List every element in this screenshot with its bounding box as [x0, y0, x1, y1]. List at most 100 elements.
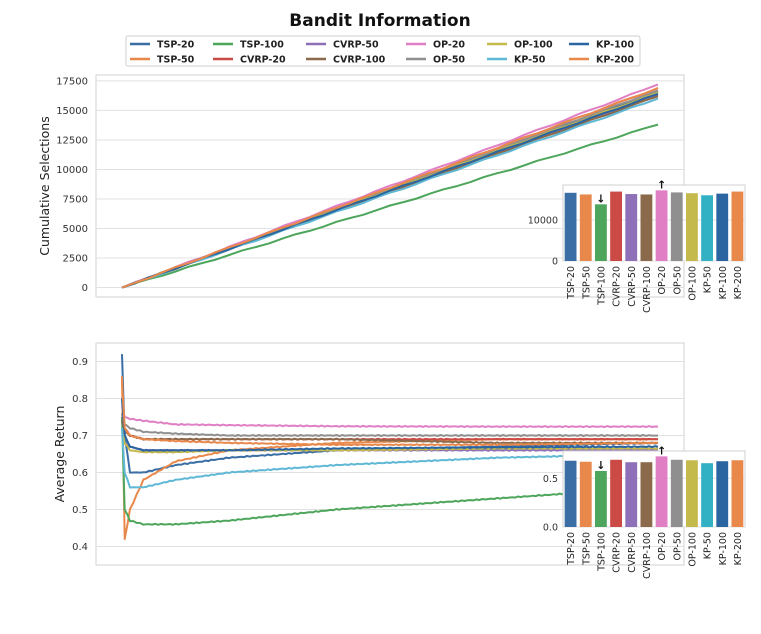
y-tick-label: 5000 — [63, 224, 88, 235]
x-tick-label-op-100: OP-100 — [687, 532, 698, 567]
figure-title: Bandit Information — [289, 11, 470, 31]
legend-frame — [125, 35, 641, 67]
y-tick-label: 10000 — [56, 165, 88, 176]
bar-tsp-50 — [579, 461, 592, 527]
bar-cvrp-100 — [640, 462, 653, 527]
x-tick-label-op-100: OP-100 — [687, 266, 698, 301]
bar-kp-50 — [701, 195, 713, 261]
annotation-up-arrow-icon: ↑ — [657, 444, 666, 457]
series-line-kp-200 — [121, 379, 659, 447]
bar-tsp-20 — [564, 460, 577, 527]
legend-label-kp-100: KP-100 — [596, 40, 634, 51]
legend-label-tsp-50: TSP-50 — [157, 55, 195, 66]
x-tick-label-kp-50: KP-50 — [703, 266, 714, 293]
x-tick-label-tsp-50: TSP-50 — [581, 532, 592, 566]
legend-label-cvrp-50: CVRP-50 — [333, 40, 379, 51]
x-tick-label-kp-200: KP-200 — [733, 532, 744, 565]
x-tick-label-cvrp-100: CVRP-100 — [642, 266, 653, 313]
legend-label-tsp-20: TSP-20 — [157, 40, 195, 51]
legend-label-cvrp-20: CVRP-20 — [240, 55, 286, 66]
bar-kp-100 — [716, 461, 729, 527]
x-tick-label-kp-100: KP-100 — [718, 266, 729, 299]
x-tick-label-tsp-100: TSP-100 — [596, 532, 607, 572]
bar-cvrp-20 — [610, 459, 622, 527]
y-tick-label: 17500 — [56, 76, 88, 87]
x-tick-label-cvrp-50: CVRP-50 — [627, 532, 638, 573]
series-line-kp-50 — [121, 97, 659, 289]
average-return-inset-bar-chart: 0.0 0.5 TSP-20 TSP-50 TSP-100 CVRP-20 CVRP-50 C… — [543, 444, 746, 579]
annotation-down-arrow-icon: ↓ — [596, 192, 605, 205]
legend-label-tsp-100: TSP-100 — [240, 40, 284, 51]
series-line-op-20 — [121, 405, 659, 429]
legend-label-kp-50: KP-50 — [514, 55, 546, 66]
bar-op-100 — [686, 193, 698, 261]
x-tick-label-cvrp-100: CVRP-100 — [642, 532, 653, 579]
y-axis-label: Average Return — [52, 406, 67, 503]
legend: TSP-20 TSP-100 CVRP-50 OP-20 OP-100 KP-100 TSP… — [125, 35, 641, 67]
y-axis-label: Cumulative Selections — [37, 116, 52, 255]
y-tick-label: 7500 — [63, 194, 88, 205]
inset-y-tick-label: 0.5 — [543, 474, 558, 485]
x-tick-label-op-20: OP-20 — [657, 266, 668, 295]
inset-y-tick-label: 0 — [552, 257, 558, 268]
bar-cvrp-20 — [610, 191, 622, 261]
y-tick-label: 0.8 — [72, 394, 88, 405]
legend-label-op-20: OP-20 — [433, 40, 465, 51]
bar-cvrp-50 — [625, 194, 638, 261]
x-tick-label-kp-50: KP-50 — [703, 532, 714, 559]
bar-cvrp-100 — [640, 194, 653, 261]
annotation-down-arrow-icon: ↓ — [596, 459, 605, 472]
y-tick-label: 0 — [82, 283, 88, 294]
x-tick-label-op-20: OP-20 — [657, 532, 668, 561]
cumulative-selections-inset-bar-chart: 0 10000 TSP-20 TSP-50 TSP-100 CVRP-20 CVRP-50 C… — [528, 178, 746, 313]
bar-op-50 — [670, 459, 683, 527]
inset-y-tick-label: 0.0 — [543, 523, 558, 534]
bar-op-50 — [670, 192, 683, 261]
inset-area — [562, 450, 746, 528]
bar-kp-200 — [731, 191, 744, 261]
bar-op-20 — [655, 456, 668, 527]
legend-label-op-50: OP-50 — [433, 55, 465, 66]
x-tick-label-kp-200: KP-200 — [733, 266, 744, 299]
bar-cvrp-50 — [625, 462, 638, 527]
bar-tsp-100 — [595, 204, 607, 261]
x-tick-label-tsp-50: TSP-50 — [581, 266, 592, 300]
y-tick-label: 0.9 — [72, 357, 88, 368]
x-tick-label-cvrp-20: CVRP-20 — [612, 532, 623, 573]
bar-op-100 — [686, 460, 698, 527]
series-line-kp-100 — [121, 398, 659, 452]
y-tick-label: 12500 — [56, 135, 88, 146]
series-line-cvrp-100 — [121, 420, 659, 445]
x-tick-label-op-50: OP-50 — [672, 532, 683, 561]
bar-kp-200 — [731, 460, 744, 527]
series-line-op-50 — [121, 413, 659, 437]
legend-label-kp-200: KP-200 — [596, 55, 634, 66]
y-tick-label: 0.5 — [72, 505, 88, 516]
series-line-tsp-100 — [121, 123, 659, 289]
x-tick-label-tsp-20: TSP-20 — [566, 266, 577, 300]
legend-label-cvrp-100: CVRP-100 — [333, 55, 386, 66]
x-tick-label-cvrp-20: CVRP-20 — [612, 266, 623, 307]
bar-tsp-20 — [564, 192, 577, 261]
annotation-up-arrow-icon: ↑ — [657, 178, 666, 191]
bar-tsp-100 — [595, 470, 607, 527]
y-tick-label: 0.4 — [72, 542, 88, 553]
x-tick-label-tsp-100: TSP-100 — [596, 266, 607, 306]
bar-op-20 — [655, 190, 668, 261]
y-tick-label: 15000 — [56, 106, 88, 117]
x-tick-label-tsp-20: TSP-20 — [566, 532, 577, 566]
series-line-kp-200 — [121, 87, 659, 289]
bar-kp-50 — [701, 463, 713, 527]
x-tick-label-op-50: OP-50 — [672, 266, 683, 295]
inset-y-tick-label: 10000 — [528, 215, 558, 226]
bar-kp-100 — [716, 193, 729, 261]
inset-area — [562, 184, 746, 262]
x-tick-label-kp-100: KP-100 — [718, 532, 729, 565]
bar-tsp-50 — [579, 194, 592, 261]
y-tick-label: 0.7 — [72, 431, 88, 442]
legend-label-op-100: OP-100 — [514, 40, 553, 51]
y-tick-label: 0.6 — [72, 468, 88, 479]
x-tick-label-cvrp-50: CVRP-50 — [627, 266, 638, 307]
y-tick-label: 2500 — [63, 254, 88, 265]
